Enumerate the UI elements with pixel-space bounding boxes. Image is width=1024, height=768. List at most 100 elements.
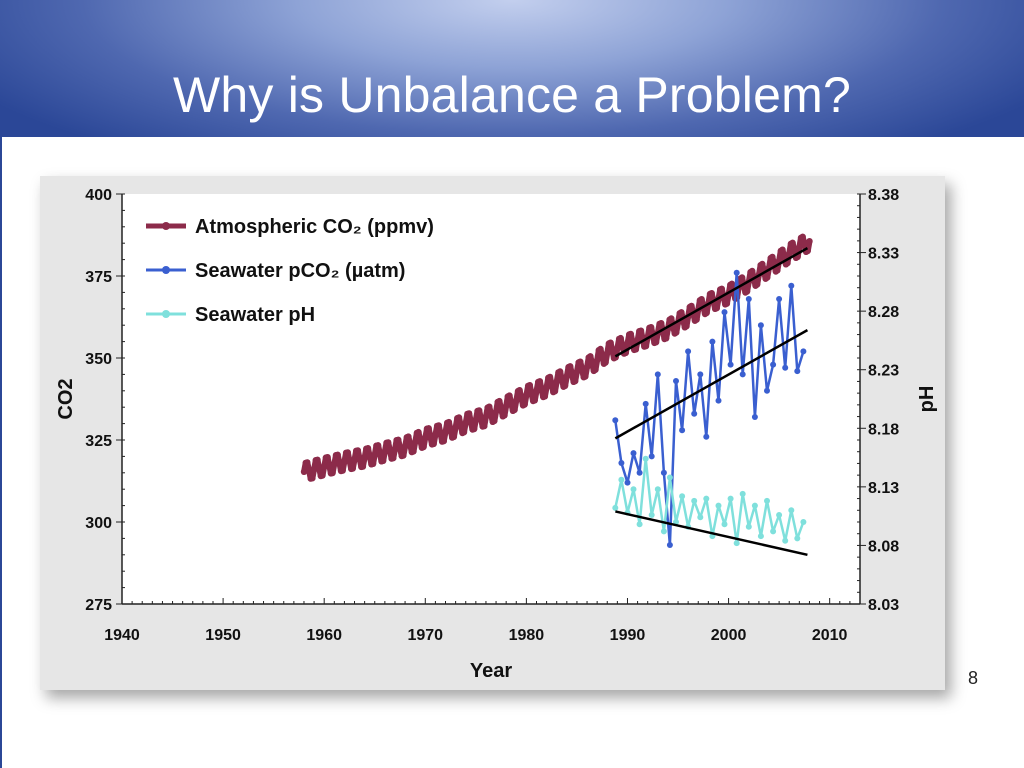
- atmospheric-co2-point: [406, 441, 414, 448]
- atmospheric-co2-point: [440, 437, 447, 445]
- atmospheric-co2-point: [445, 418, 453, 426]
- seawater-ph-point: [739, 490, 746, 497]
- atmospheric-co2-point: [637, 327, 645, 334]
- atmospheric-co2-point: [305, 467, 313, 474]
- seawater-ph-point: [679, 493, 686, 500]
- atmospheric-co2-point: [331, 460, 338, 468]
- atmospheric-co2-point: [417, 436, 424, 444]
- atmospheric-co2-point: [617, 334, 624, 342]
- atmospheric-co2-point: [437, 430, 444, 437]
- atmospheric-co2-point: [405, 433, 412, 440]
- atmospheric-co2-point: [553, 378, 560, 385]
- chart-figure: 1940 1950 1960 1970 1980 1990 2000 2010 275 300 32…: [40, 176, 945, 690]
- atmospheric-co2-point: [380, 457, 387, 464]
- atmospheric-co2-point: [361, 454, 368, 461]
- x-tick-label-1950: 1950: [205, 627, 241, 644]
- atmospheric-co2-point: [629, 338, 636, 346]
- atmospheric-co2-point: [450, 433, 458, 440]
- atmospheric-co2-point: [359, 463, 367, 470]
- atmospheric-co2-point: [427, 433, 434, 440]
- atmospheric-co2-point: [754, 281, 761, 288]
- atmospheric-co2-point: [351, 456, 358, 463]
- atmospheric-co2-point: [386, 447, 394, 454]
- seawater-ph-point: [660, 528, 667, 535]
- atmospheric-co2-point: [536, 378, 544, 385]
- atmospheric-co2-point: [556, 368, 564, 375]
- seawater-ph-point: [673, 519, 679, 525]
- atmospheric-co2-point: [743, 288, 751, 295]
- atmospheric-co2-point: [624, 340, 631, 347]
- atmospheric-co2-point: [396, 444, 404, 452]
- atmospheric-co2-point: [604, 349, 611, 356]
- atmospheric-co2-point: [781, 253, 788, 261]
- atmospheric-co2-point: [668, 315, 675, 322]
- seawater-pco2-point: [618, 460, 625, 466]
- slide-title: Why is Unbalance a Problem?: [173, 67, 851, 123]
- atmospheric-co2-point: [764, 274, 771, 281]
- atmospheric-co2-point: [472, 416, 479, 424]
- atmospheric-co2-point: [324, 454, 331, 461]
- page-number: 8: [967, 668, 978, 688]
- atmospheric-co2-point: [465, 410, 473, 417]
- seawater-ph-point: [788, 507, 795, 514]
- atmospheric-co2-point: [597, 345, 604, 353]
- atmospheric-co2-point: [314, 456, 321, 463]
- atmospheric-co2-point: [546, 373, 554, 381]
- atmospheric-co2-point: [412, 438, 419, 446]
- atmospheric-co2-point: [410, 448, 417, 455]
- slide-left-rule: [0, 137, 2, 768]
- atmospheric-co2-point: [688, 302, 695, 310]
- legend-swatch-marker-2: [162, 310, 170, 318]
- seawater-ph-point: [727, 495, 734, 502]
- atmospheric-co2-point: [738, 274, 746, 281]
- atmospheric-co2-point: [400, 452, 407, 459]
- atmospheric-co2-point: [476, 407, 483, 414]
- seawater-pco2-point: [739, 371, 746, 378]
- atmospheric-co2-point: [491, 417, 498, 425]
- atmospheric-co2-point: [592, 366, 599, 373]
- atmospheric-co2-point: [708, 290, 715, 297]
- atmospheric-co2-point: [477, 415, 485, 422]
- seawater-ph-point: [794, 535, 801, 542]
- atmospheric-co2-point: [521, 401, 528, 408]
- atmospheric-co2-point: [354, 447, 362, 454]
- atmospheric-co2-point: [385, 439, 392, 446]
- atmospheric-co2-point: [334, 451, 341, 458]
- seawater-ph-point: [800, 519, 807, 525]
- series-seawater-ph-line: [614, 457, 805, 545]
- series-seawater-pco2-line: [614, 271, 805, 547]
- atmospheric-co2-point: [310, 466, 318, 473]
- atmospheric-co2-point: [533, 387, 540, 395]
- atmospheric-co2-point: [341, 458, 348, 465]
- atmospheric-co2-point: [678, 309, 685, 316]
- atmospheric-co2-point: [531, 397, 538, 404]
- atmospheric-co2-point: [315, 464, 323, 472]
- atmospheric-co2-point: [336, 459, 343, 467]
- atmospheric-co2-point: [395, 436, 402, 443]
- atmospheric-co2-point: [381, 448, 388, 455]
- atmospheric-co2-point: [578, 366, 586, 373]
- y-right-tick-label-8.33: 8.33: [868, 246, 899, 263]
- seawater-pco2-point: [703, 433, 710, 440]
- atmospheric-co2-point: [769, 253, 776, 261]
- legend-swatch-marker-1: [162, 266, 170, 274]
- atmospheric-co2-point: [572, 377, 579, 385]
- atmospheric-co2-point: [508, 400, 515, 407]
- atmospheric-co2-point: [356, 455, 363, 462]
- atmospheric-co2-point: [796, 244, 803, 251]
- atmospheric-co2-point: [415, 428, 422, 436]
- trend-line-0: [614, 247, 809, 358]
- atmospheric-co2-point: [577, 358, 584, 365]
- atmospheric-co2-point: [374, 442, 382, 449]
- atmospheric-co2-point: [516, 387, 523, 394]
- atmospheric-co2-point: [683, 323, 690, 330]
- seawater-pco2-point: [770, 361, 777, 368]
- atmospheric-co2-point: [481, 422, 488, 430]
- atmospheric-co2-point: [425, 425, 432, 432]
- seawater-ph-point: [745, 523, 752, 530]
- atmospheric-co2-point: [594, 356, 601, 364]
- atmospheric-co2-point: [609, 347, 616, 354]
- atmospheric-co2-point: [523, 391, 530, 399]
- atmospheric-co2-point: [339, 467, 346, 474]
- atmospheric-co2-point: [607, 339, 614, 346]
